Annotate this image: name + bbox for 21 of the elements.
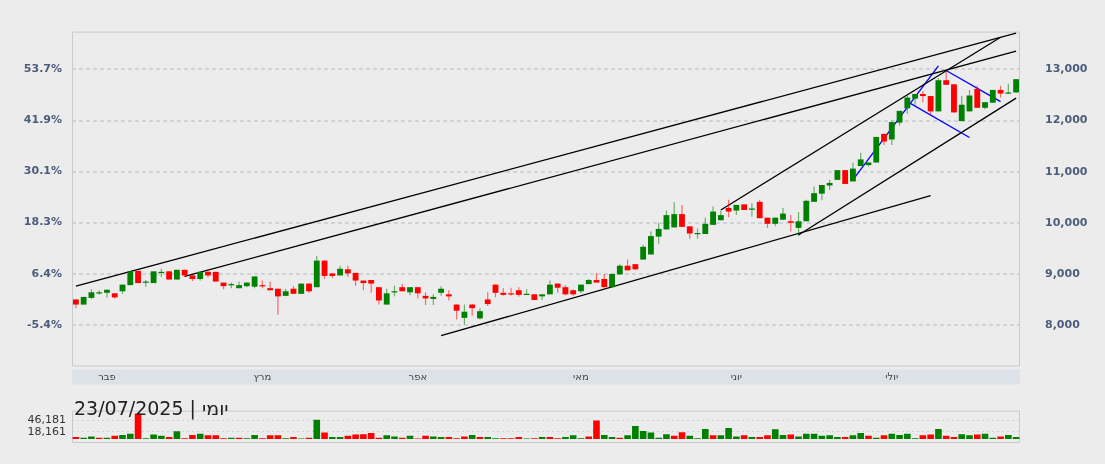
y2-tick-label: 18.3% — [23, 215, 62, 229]
y-tick-label: 13,000 — [1045, 62, 1088, 76]
y-tick-label: 12,000 — [1045, 113, 1088, 127]
y-tick-label: 8,000 — [1045, 317, 1081, 331]
y2-tick-label: 6.4% — [31, 266, 62, 280]
x-tick-label: מאי — [573, 370, 589, 382]
y-tick-label: 9,000 — [1045, 266, 1081, 280]
chart-title: יומי | 23/07/2025 — [74, 397, 229, 419]
x-tick-label: יולי — [885, 370, 899, 382]
x-tick-label: אפר — [408, 370, 428, 382]
y-tick-label: 10,000 — [1045, 215, 1088, 229]
x-tick-label: פבר — [98, 370, 116, 382]
x-tick-label: מרץ — [253, 370, 272, 382]
y2-tick-label: 30.1% — [23, 164, 62, 178]
y2-tick-label: 41.9% — [23, 113, 62, 127]
y-tick-label: 11,000 — [1045, 164, 1088, 178]
y-tick-label: 18,161 — [27, 424, 66, 438]
y2-tick-label: -5.4% — [26, 317, 62, 331]
y-tick-label: 46,181 — [27, 413, 66, 427]
y2-tick-label: 53.7% — [23, 62, 62, 76]
x-tick-label: יוני — [730, 370, 742, 382]
